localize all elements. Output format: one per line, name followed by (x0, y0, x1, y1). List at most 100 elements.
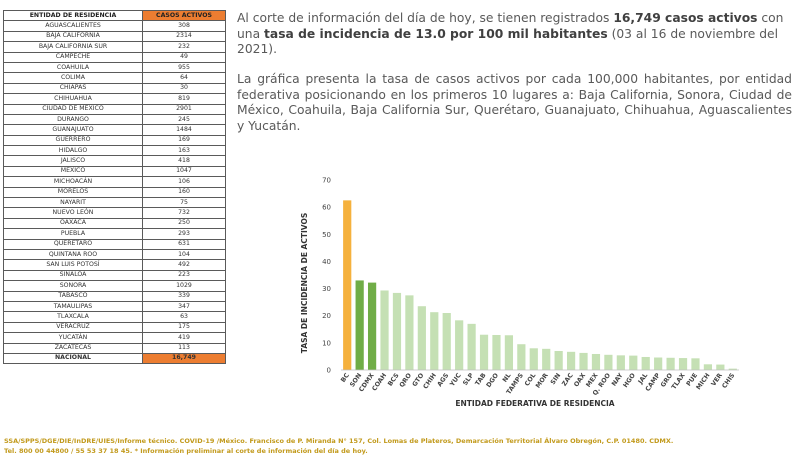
x-category-label: TLAX (671, 372, 687, 391)
table-row: MICHOACÁN 106 (3, 176, 226, 188)
bar-hgo (629, 355, 638, 370)
x-category-label: QRO (398, 372, 413, 389)
table-row: YUCATÁN 419 (3, 332, 226, 344)
active-cases-cell: 113 (142, 342, 226, 354)
table-row: MÉXICO 1047 (3, 165, 226, 178)
active-cases-cell: 418 (142, 155, 226, 167)
cases-by-state-table: ENTIDAD DE RESIDENCIA CASOS ACTIVOS AGUA… (3, 9, 226, 365)
bar-chis (728, 368, 737, 370)
bar-gto (417, 306, 426, 370)
x-category-label: SLP (462, 372, 476, 387)
bar-cdmx (367, 282, 377, 370)
table-row: GUERRERO 169 (3, 134, 226, 147)
table-row: OAXACA 250 (3, 217, 226, 230)
bar-oax (579, 352, 588, 370)
table-row: SAN LUIS POTOSÍ 492 (3, 259, 226, 271)
table-row: CIUDAD DE MÉXICO 2901 (3, 103, 226, 115)
summary-paragraph: Al corte de información del día de hoy, … (237, 11, 792, 58)
bar-tamps (517, 344, 526, 370)
bar-ags (442, 313, 451, 370)
y-tick-label: 10 (322, 339, 331, 347)
table-total-row: NACIONAL 16,749 (3, 352, 226, 365)
y-tick-label: 30 (322, 285, 331, 293)
bar-jal (641, 356, 650, 370)
column-header-state: ENTIDAD DE RESIDENCIA (3, 9, 143, 22)
chart-description-paragraph: La gráfica presenta la tasa de casos act… (237, 72, 792, 133)
state-name-cell: NAYARIT (3, 197, 143, 209)
summary-text-3: (03 al 16 de noviembre del 2021). (237, 26, 779, 57)
bar-bc (343, 200, 352, 370)
bar-slp (467, 323, 476, 370)
table-row: GUANAJUATO 1484 (3, 124, 226, 136)
summary-text-1: Al corte de información del día de hoy, … (237, 11, 614, 25)
state-name-cell: TABASCO (3, 290, 143, 302)
state-name-cell: HIDALGO (3, 145, 143, 157)
active-cases-cell: 308 (142, 20, 226, 32)
active-cases-cell: 163 (142, 145, 226, 157)
bar-bcs (392, 292, 402, 370)
state-name-cell: CHIAPAS (3, 82, 143, 95)
table-row: AGUASCALIENTES 308 (3, 20, 226, 32)
state-name-cell: QUINTANA ROO (3, 248, 143, 261)
active-cases-cell: 104 (142, 248, 226, 261)
table-row: SINALOA 223 (3, 269, 226, 282)
table-row: QUERÉTARO 631 (3, 238, 226, 251)
table-body: AGUASCALIENTES 308 BAJA CALIFORNIA 2314 BAJA… (3, 20, 226, 365)
bar-mor (542, 348, 551, 370)
bar-tlax (678, 358, 688, 370)
state-name-cell: SINALOA (3, 269, 143, 282)
table-row: COAHUILA 955 (3, 61, 226, 74)
active-cases-cell: 75 (142, 197, 226, 209)
active-cases-cell: 245 (142, 113, 226, 126)
active-cases-cell: 1047 (142, 165, 226, 178)
state-name-cell: QUERÉTARO (3, 238, 143, 251)
footer: SSA/SPPS/DGE/DIE/InDRE/UIES/Informe técn… (4, 437, 809, 456)
active-cases-cell: 1484 (142, 124, 226, 136)
bar-son (355, 280, 364, 370)
table-row: JALISCO 418 (3, 155, 226, 167)
bar-camp (654, 357, 663, 370)
active-cases-cell: 293 (142, 228, 226, 240)
active-cases-cell: 223 (142, 269, 226, 282)
active-cases-cell: 232 (142, 41, 226, 53)
table-row: PUEBLA 293 (3, 228, 226, 240)
state-name-cell: NUEVO LEÓN (3, 207, 143, 219)
x-category-label: YUC (448, 372, 463, 389)
active-cases-cell: 169 (142, 134, 226, 147)
bar-dgo (492, 334, 501, 370)
state-name-cell: CHIHUAHUA (3, 93, 143, 105)
state-name-cell: DURANGO (3, 113, 143, 126)
active-cases-cell: 492 (142, 259, 226, 271)
state-name-cell: CAMPECHE (3, 51, 143, 63)
bar-gro (666, 357, 675, 370)
total-label-cell: NACIONAL (3, 352, 143, 365)
state-name-cell: COLIMA (3, 72, 143, 84)
bar-nay (616, 355, 625, 370)
x-category-label: MICH (695, 372, 711, 391)
table-row: BAJA CALIFORNIA 2314 (3, 30, 226, 43)
state-name-cell: BAJA CALIFORNIA SUR (3, 41, 143, 53)
bar-qro (405, 295, 414, 370)
footer-line-2: Tel. 800 00 44800 / 55 53 37 18 45. * In… (4, 446, 368, 455)
table-row: MORELOS 160 (3, 186, 226, 199)
table-row: HIDALGO 163 (3, 145, 226, 157)
x-category-label: MOR (535, 372, 550, 390)
x-category-label: HGO (622, 372, 637, 389)
table-row: COLIMA 64 (3, 72, 226, 84)
table-row: TABASCO 339 (3, 290, 226, 302)
table-row: QUINTANA ROO 104 (3, 248, 226, 261)
table-row: BAJA CALIFORNIA SUR 232 (3, 41, 226, 53)
bar-series (343, 200, 737, 370)
active-cases-cell: 955 (142, 61, 226, 74)
state-name-cell: YUCATÁN (3, 332, 143, 344)
bar-ver (716, 364, 725, 370)
summary-text-2: con una (237, 11, 784, 41)
table-row: ZACATECAS 113 (3, 342, 226, 354)
y-tick-label: 0 (327, 367, 331, 375)
bar-mex (591, 353, 601, 370)
state-name-cell: VERACRUZ (3, 321, 143, 334)
x-category-label: AGS (436, 372, 450, 388)
state-name-cell: MICHOACÁN (3, 176, 143, 188)
active-cases-cell: 63 (142, 311, 226, 323)
table-row: NUEVO LEÓN 732 (3, 207, 226, 219)
